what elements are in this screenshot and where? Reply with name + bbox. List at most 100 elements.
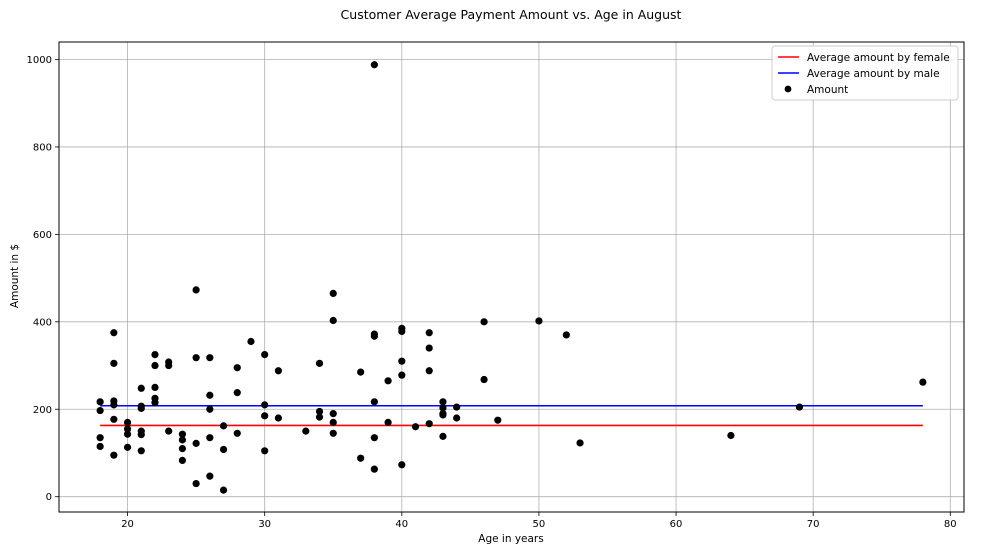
data-point	[370, 61, 378, 69]
data-point	[233, 429, 241, 437]
data-point	[206, 354, 214, 362]
x-axis-label: Age in years	[478, 533, 543, 545]
data-point	[357, 368, 365, 376]
data-point	[494, 416, 502, 424]
data-point	[261, 401, 269, 409]
x-tick-label: 80	[944, 519, 957, 530]
x-axis-ticks: 20 30 40 50 60 70 80	[121, 512, 957, 530]
data-point	[439, 432, 447, 440]
data-point	[123, 418, 132, 426]
data-point	[439, 404, 447, 412]
data-point	[315, 413, 324, 421]
data-point	[165, 427, 173, 435]
data-point	[165, 361, 173, 370]
data-point	[137, 384, 145, 392]
data-point	[178, 445, 187, 453]
y-tick-label: 800	[33, 142, 52, 153]
data-point	[123, 425, 132, 433]
data-point	[535, 317, 543, 325]
data-point	[562, 331, 570, 339]
data-point	[439, 398, 447, 406]
data-point	[439, 411, 447, 419]
data-point	[110, 359, 118, 367]
data-point	[370, 398, 378, 406]
data-point	[247, 337, 255, 346]
data-point	[384, 418, 392, 426]
data-point	[192, 439, 200, 447]
data-point	[206, 391, 214, 399]
x-tick-label: 60	[670, 519, 683, 530]
data-point	[274, 367, 282, 375]
data-point	[261, 412, 269, 420]
x-tick-label: 30	[258, 519, 271, 530]
data-point	[425, 344, 433, 352]
data-point	[123, 443, 132, 451]
x-tick-label: 40	[395, 519, 408, 530]
data-point	[96, 406, 104, 415]
y-axis-ticks: 0 200 400 600 800 1000	[27, 55, 59, 503]
data-point	[233, 364, 241, 372]
x-tick-label: 50	[533, 519, 546, 530]
y-tick-label: 1000	[27, 55, 52, 66]
data-point	[219, 445, 228, 454]
data-point	[919, 378, 927, 386]
data-point	[453, 403, 461, 411]
data-point	[398, 327, 406, 336]
data-point	[151, 351, 159, 359]
data-point	[151, 361, 159, 370]
data-point	[425, 420, 433, 428]
data-point	[219, 486, 228, 494]
data-point	[370, 465, 378, 473]
data-point	[137, 447, 145, 455]
data-point	[795, 403, 804, 411]
data-point	[329, 418, 337, 426]
data-point	[110, 415, 118, 423]
data-point	[315, 359, 324, 367]
data-point	[96, 398, 104, 406]
legend-box	[771, 45, 959, 101]
data-point	[206, 405, 214, 413]
data-point	[178, 456, 187, 465]
data-point	[453, 414, 461, 422]
data-point	[357, 454, 365, 462]
data-point	[411, 423, 420, 431]
data-point	[151, 383, 159, 391]
y-axis-label: Amount in $	[9, 244, 21, 308]
legend: Average amount by female Average amount b…	[771, 45, 959, 101]
data-point	[137, 404, 145, 412]
data-point	[329, 429, 337, 437]
data-point	[96, 442, 104, 451]
data-point	[576, 439, 584, 447]
data-point	[123, 430, 132, 438]
y-tick-label: 200	[33, 405, 52, 416]
data-point	[110, 329, 118, 337]
legend-amount-swatch	[784, 85, 792, 93]
y-tick-label: 0	[46, 492, 52, 503]
data-point	[192, 354, 200, 362]
legend-female-label: Average amount by female	[807, 52, 950, 64]
data-point	[425, 329, 433, 337]
data-point	[219, 422, 228, 430]
data-point	[178, 430, 187, 438]
data-point	[206, 472, 214, 480]
data-point	[398, 357, 406, 365]
legend-male-label: Average amount by male	[807, 68, 940, 80]
data-point	[137, 431, 145, 439]
y-tick-label: 400	[33, 317, 52, 328]
data-point	[192, 479, 200, 488]
data-point	[425, 367, 433, 375]
data-point	[329, 316, 337, 325]
data-point	[302, 427, 310, 435]
data-point	[261, 351, 269, 359]
y-tick-label: 600	[33, 230, 52, 241]
data-point	[398, 371, 406, 379]
data-point	[384, 377, 392, 385]
data-point	[110, 401, 118, 409]
x-tick-label: 20	[121, 519, 134, 530]
legend-amount-label: Amount	[807, 84, 848, 96]
data-point	[398, 461, 406, 469]
data-point	[233, 389, 241, 397]
data-point	[329, 410, 337, 418]
data-point	[480, 375, 488, 384]
